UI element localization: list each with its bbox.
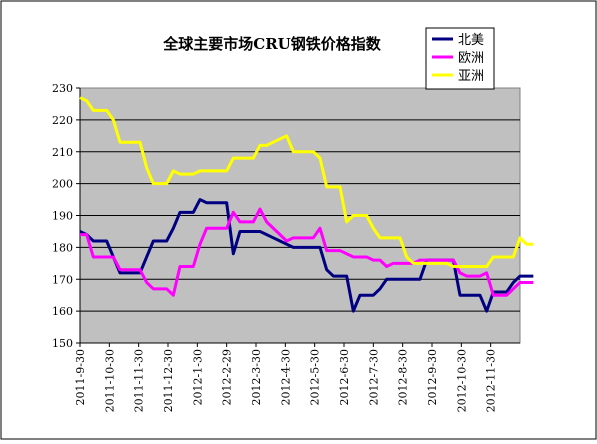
y-tick-label: 210 xyxy=(52,146,73,159)
legend-label-1: 欧洲 xyxy=(458,51,484,66)
series-layer xyxy=(79,96,534,313)
x-tick-label: 2012-9-30 xyxy=(426,349,439,405)
y-tick-label: 230 xyxy=(52,82,73,95)
y-axis-labels: 150 160 170 180 190 200 210 220 230 xyxy=(52,82,73,350)
y-tick-label: 220 xyxy=(52,114,73,127)
x-tick-label: 2012-11-30 xyxy=(485,349,498,412)
y-tick-label: 170 xyxy=(52,273,73,286)
x-tick-label: 2011-11-30 xyxy=(133,349,146,412)
y-tick-label: 160 xyxy=(52,305,73,318)
x-tick-label: 2011-9-30 xyxy=(74,349,87,405)
y-tick-label: 180 xyxy=(52,241,73,254)
x-tick-label: 2012-7-30 xyxy=(367,349,380,405)
y-tick-label: 200 xyxy=(52,178,73,191)
series-line-0 xyxy=(79,198,534,313)
legend-label-2: 亚洲 xyxy=(458,69,484,84)
x-tick-label: 2011-10-30 xyxy=(103,349,116,412)
y-tick-label: 190 xyxy=(52,210,73,223)
x-axis-labels: 2011-9-30 2011-10-30 2011-11-30 2011-12-30 2… xyxy=(74,343,498,412)
chart-title: 全球主要市场CRU钢铁价格指数 xyxy=(162,35,381,53)
x-tick-label: 2012-10-30 xyxy=(455,349,468,412)
series-line-1 xyxy=(80,207,534,297)
x-tick-label: 2012-6-30 xyxy=(338,349,351,405)
x-tick-label: 2012-8-30 xyxy=(397,349,410,405)
x-tick-label: 2012-5-30 xyxy=(309,349,322,405)
x-tick-label: 2012-3-30 xyxy=(250,349,263,405)
legend-label-0: 北美 xyxy=(458,33,484,48)
x-tick-label: 2012-4-30 xyxy=(279,349,292,405)
series-line-2 xyxy=(79,96,534,268)
x-tick-label: 2012-2-29 xyxy=(221,349,234,405)
x-tick-label: 2012-1-30 xyxy=(191,349,204,405)
y-tick-label: 150 xyxy=(52,337,73,350)
x-tick-label: 2011-12-30 xyxy=(162,349,175,412)
